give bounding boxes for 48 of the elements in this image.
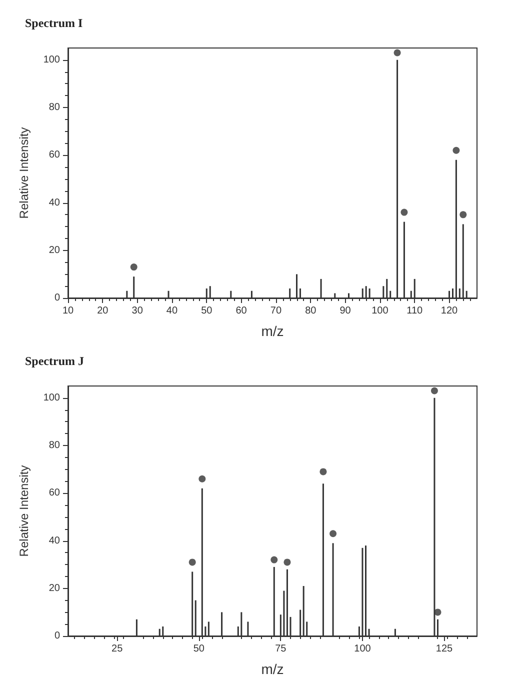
point bbox=[452, 146, 460, 154]
x-tick-label: 100 bbox=[372, 306, 389, 316]
point bbox=[320, 468, 327, 476]
y-tick-label: 100 bbox=[43, 54, 60, 66]
x-tick-label: 10 bbox=[62, 306, 74, 316]
y-tick-label: 0 bbox=[54, 630, 60, 642]
chart-title: Spectrum I bbox=[25, 16, 83, 30]
point bbox=[270, 556, 278, 564]
x-tick-label: 125 bbox=[436, 644, 454, 654]
y-tick-label: 20 bbox=[48, 244, 60, 256]
point bbox=[400, 208, 408, 216]
x-tick-label: 25 bbox=[112, 644, 124, 654]
x-axis-title: m/z bbox=[261, 661, 284, 677]
x-tick-label: 75 bbox=[275, 644, 287, 654]
y-tick-label: 20 bbox=[48, 582, 60, 594]
y-axis-title: Relative Intensity bbox=[17, 127, 31, 219]
x-tick-label: 110 bbox=[406, 306, 424, 316]
x-tick-label: 70 bbox=[270, 306, 282, 316]
y-axis-title: Relative Intensity bbox=[17, 465, 31, 557]
x-tick-label: 40 bbox=[166, 306, 178, 316]
point bbox=[130, 264, 138, 271]
point bbox=[434, 608, 442, 616]
x-tick-label: 120 bbox=[440, 306, 458, 316]
y-tick-label: 60 bbox=[48, 488, 60, 499]
y-tick-label: 80 bbox=[48, 102, 60, 114]
point bbox=[430, 387, 438, 394]
y-tick-label: 40 bbox=[48, 197, 60, 208]
x-tick-label: 100 bbox=[354, 644, 372, 654]
point bbox=[330, 530, 337, 538]
x-tick-label: 60 bbox=[236, 306, 248, 316]
point bbox=[460, 211, 467, 218]
x-tick-label: 90 bbox=[340, 306, 352, 316]
y-tick-label: 60 bbox=[48, 150, 60, 161]
x-tick-label: 80 bbox=[305, 306, 317, 316]
y-tick-label: 80 bbox=[48, 440, 60, 452]
point bbox=[188, 558, 196, 566]
x-axis-title: m/z bbox=[261, 323, 284, 339]
x-tick-label: 50 bbox=[201, 306, 213, 316]
y-tick-label: 40 bbox=[48, 535, 60, 546]
point bbox=[394, 49, 401, 56]
x-tick-label: 50 bbox=[193, 644, 205, 654]
y-tick-label: 100 bbox=[43, 392, 60, 404]
x-tick-label: 30 bbox=[132, 306, 144, 316]
chart-title: Spectrum J bbox=[25, 354, 84, 368]
point bbox=[198, 475, 206, 482]
y-tick-label: 0 bbox=[54, 292, 60, 304]
point bbox=[284, 558, 291, 566]
x-tick-label: 20 bbox=[97, 306, 109, 316]
